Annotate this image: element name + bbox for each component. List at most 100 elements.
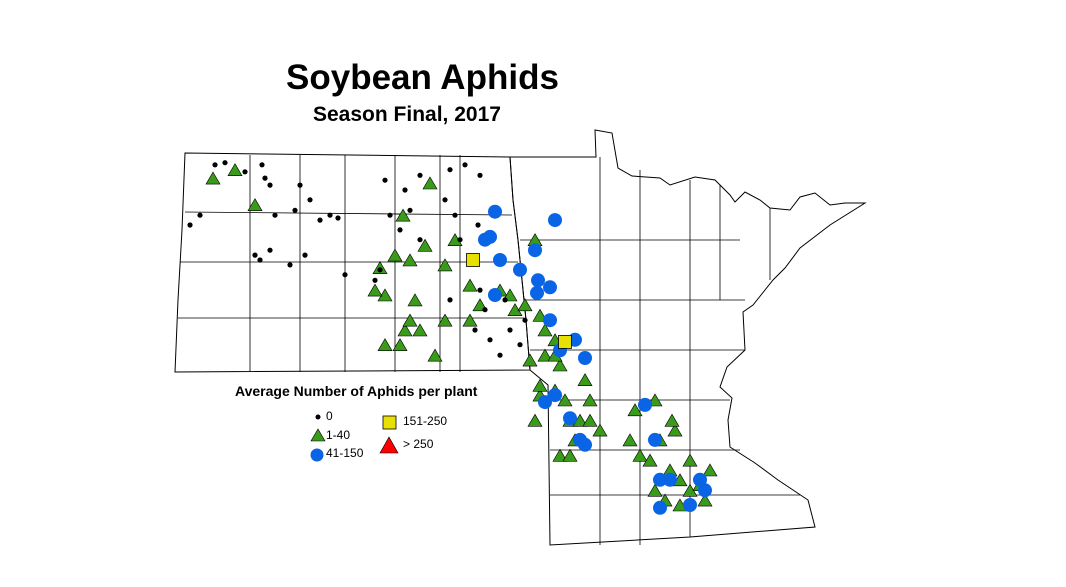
site-marker-1-40 — [582, 413, 598, 427]
site-marker-0 — [222, 160, 228, 166]
site-marker-41-150 — [531, 273, 545, 288]
site-marker-1-40 — [577, 373, 593, 387]
site-marker-1-40 — [537, 323, 553, 337]
site-marker-1-40 — [367, 283, 383, 297]
site-marker-0 — [477, 287, 483, 293]
site-marker-1-40 — [522, 353, 538, 367]
site-marker-41-150 — [563, 411, 577, 426]
site-marker-0 — [402, 187, 408, 193]
site-marker-1-40 — [527, 413, 543, 427]
site-marker-0 — [307, 197, 313, 203]
site-marker-1-40 — [552, 448, 568, 462]
site-marker-0 — [442, 197, 448, 203]
legend-label-41-150: 41-150 — [326, 446, 364, 460]
site-marker-1-40 — [397, 323, 413, 337]
site-marker-0 — [507, 327, 513, 333]
site-marker-41-150 — [648, 432, 662, 447]
site-marker-41-150 — [538, 395, 552, 410]
map-title: Soybean Aphids — [286, 58, 559, 97]
site-marker-0 — [502, 297, 508, 303]
site-marker-1-40 — [517, 298, 533, 312]
site-marker-0 — [417, 172, 423, 178]
site-marker-0 — [342, 272, 348, 278]
map-subtitle: Season Final, 2017 — [313, 103, 501, 126]
site-marker-41-150 — [493, 253, 507, 267]
site-marker-41-150 — [488, 288, 502, 302]
site-marker-0 — [472, 327, 478, 333]
site-marker-0 — [259, 162, 265, 168]
site-marker-1-40 — [437, 313, 453, 327]
site-marker-1-40 — [395, 208, 411, 222]
site-marker-41-150 — [698, 483, 712, 498]
site-marker-41-150 — [528, 243, 542, 258]
legend-label-151-250: 151-250 — [403, 414, 448, 428]
site-marker-1-40 — [667, 423, 683, 437]
site-marker-1-40 — [682, 453, 698, 467]
site-marker-1-40 — [702, 463, 718, 477]
site-marker-0 — [417, 237, 423, 243]
site-marker-0 — [522, 317, 528, 323]
site-marker-41-150 — [653, 472, 667, 487]
site-marker-1-40 — [664, 413, 680, 427]
site-marker-1-40 — [392, 338, 408, 352]
site-marker-1-40 — [592, 423, 608, 437]
site-marker-0 — [292, 207, 298, 213]
site-marker-1-40 — [622, 433, 638, 447]
site-marker-1-40 — [417, 238, 433, 252]
site-marker-1-40 — [437, 258, 453, 272]
site-marker-1-40 — [427, 348, 443, 362]
site-marker-41-150 — [548, 388, 562, 403]
site-marker-0 — [477, 172, 483, 178]
site-marker-0 — [252, 252, 258, 258]
site-marker-1-40 — [412, 323, 428, 337]
site-marker-1-40 — [402, 313, 418, 327]
site-marker-0 — [242, 169, 248, 175]
site-marker-0 — [407, 207, 413, 213]
site-marker-1-40 — [462, 313, 478, 327]
site-marker-1-40 — [205, 171, 221, 185]
legend-label-0: 0 — [326, 409, 333, 423]
site-marker-1-40 — [647, 483, 663, 497]
site-marker-1-40 — [632, 448, 648, 462]
site-marker-1-40 — [562, 448, 578, 462]
site-marker-41-150 — [653, 500, 667, 515]
legend-label-over-250: > 250 — [403, 437, 434, 451]
site-marker-41-150 — [478, 232, 492, 247]
site-marker-1-40 — [402, 253, 418, 267]
site-marker-1-40 — [532, 378, 548, 392]
site-marker-41-150 — [488, 204, 502, 219]
site-marker-0 — [327, 212, 333, 218]
site-marker-0 — [297, 182, 303, 188]
site-marker-41-150 — [543, 280, 557, 295]
site-marker-0 — [317, 217, 323, 223]
site-marker-0 — [377, 267, 383, 273]
site-marker-41-150 — [638, 397, 652, 412]
site-marker-0 — [447, 297, 453, 303]
site-marker-0 — [267, 182, 273, 188]
site-marker-151-250 — [466, 253, 480, 267]
site-marker-0 — [267, 247, 273, 253]
site-marker-41-150 — [663, 472, 677, 487]
site-marker-1-40 — [422, 176, 438, 190]
site-marker-0 — [372, 277, 378, 283]
site-marker-0 — [475, 222, 481, 228]
site-marker-1-40 — [227, 163, 243, 176]
site-marker-41-150 — [578, 351, 592, 365]
site-marker-1-40 — [552, 358, 568, 372]
site-marker-0 — [462, 162, 468, 168]
site-marker-0 — [257, 257, 263, 263]
site-marker-41-150 — [683, 498, 697, 512]
site-marker-1-40 — [627, 403, 643, 417]
site-marker-1-40 — [582, 393, 598, 407]
site-marker-1-40 — [387, 248, 403, 262]
site-marker-0 — [397, 227, 403, 233]
site-marker-1-40 — [247, 198, 263, 211]
site-markers — [187, 160, 718, 515]
site-marker-0 — [262, 175, 268, 181]
site-marker-1-40 — [697, 493, 713, 507]
site-marker-0 — [457, 237, 463, 243]
site-marker-1-40 — [537, 348, 553, 362]
site-marker-41-150 — [530, 285, 544, 300]
site-marker-1-40 — [407, 293, 423, 307]
